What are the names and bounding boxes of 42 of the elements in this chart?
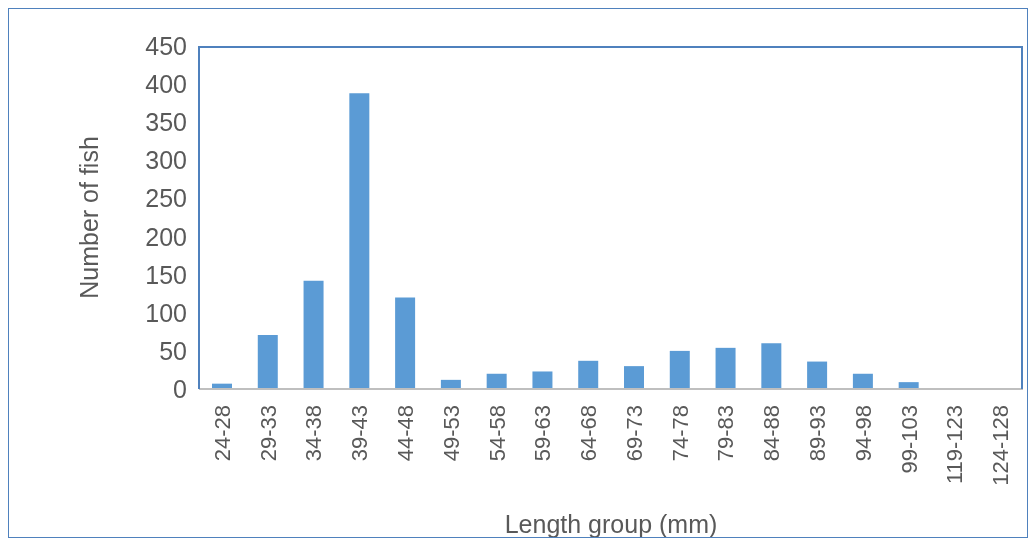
- x-tick-label: 124-128: [988, 405, 1014, 486]
- x-tick-label: 119-123: [942, 405, 968, 485]
- x-tick-label: 29-33: [255, 405, 281, 462]
- x-tick-label: 39-43: [347, 405, 373, 462]
- bar: [807, 361, 828, 389]
- x-tick-label: 59-63: [530, 405, 556, 462]
- x-tick-label: 89-93: [805, 405, 830, 462]
- bar: [532, 371, 553, 389]
- x-tick-label: 49-53: [438, 405, 464, 462]
- x-tick-label: 54-58: [484, 405, 510, 462]
- x-tick-label: 64-68: [576, 405, 602, 462]
- y-tick-label: 250: [145, 184, 187, 213]
- y-tick-label: 350: [145, 108, 187, 137]
- y-tick-label: 0: [173, 375, 187, 403]
- y-tick-label: 300: [145, 146, 187, 175]
- x-tick-label: 69-73: [621, 405, 647, 462]
- bar: [257, 334, 278, 389]
- y-tick-label: 450: [145, 32, 187, 60]
- bar: [303, 280, 324, 389]
- bar: [395, 297, 416, 389]
- y-tick-label: 150: [145, 260, 187, 289]
- bar: [349, 93, 370, 389]
- y-axis-title: Number of fish: [74, 136, 103, 299]
- x-tick-label: 74-78: [667, 405, 693, 462]
- bar: [624, 366, 644, 389]
- y-tick-label: 50: [159, 336, 187, 365]
- y-tick-label: 100: [145, 298, 187, 327]
- x-tick-label: 44-48: [393, 405, 418, 462]
- y-tick-label: 400: [145, 70, 187, 99]
- bar: [486, 373, 507, 389]
- bar: [852, 373, 873, 389]
- x-tick-label: 24-28: [209, 405, 235, 462]
- y-tick-label: 200: [145, 222, 187, 251]
- x-tick-label: 99-103: [896, 405, 922, 474]
- bar: [669, 350, 690, 389]
- bar: [715, 347, 736, 389]
- x-tick-label: 94-98: [850, 405, 876, 462]
- x-tick-label: 79-83: [713, 405, 739, 462]
- bar: [578, 360, 599, 389]
- x-tick-label: 34-38: [301, 405, 327, 462]
- x-tick-label: 84-88: [759, 405, 785, 462]
- bar: [761, 343, 782, 389]
